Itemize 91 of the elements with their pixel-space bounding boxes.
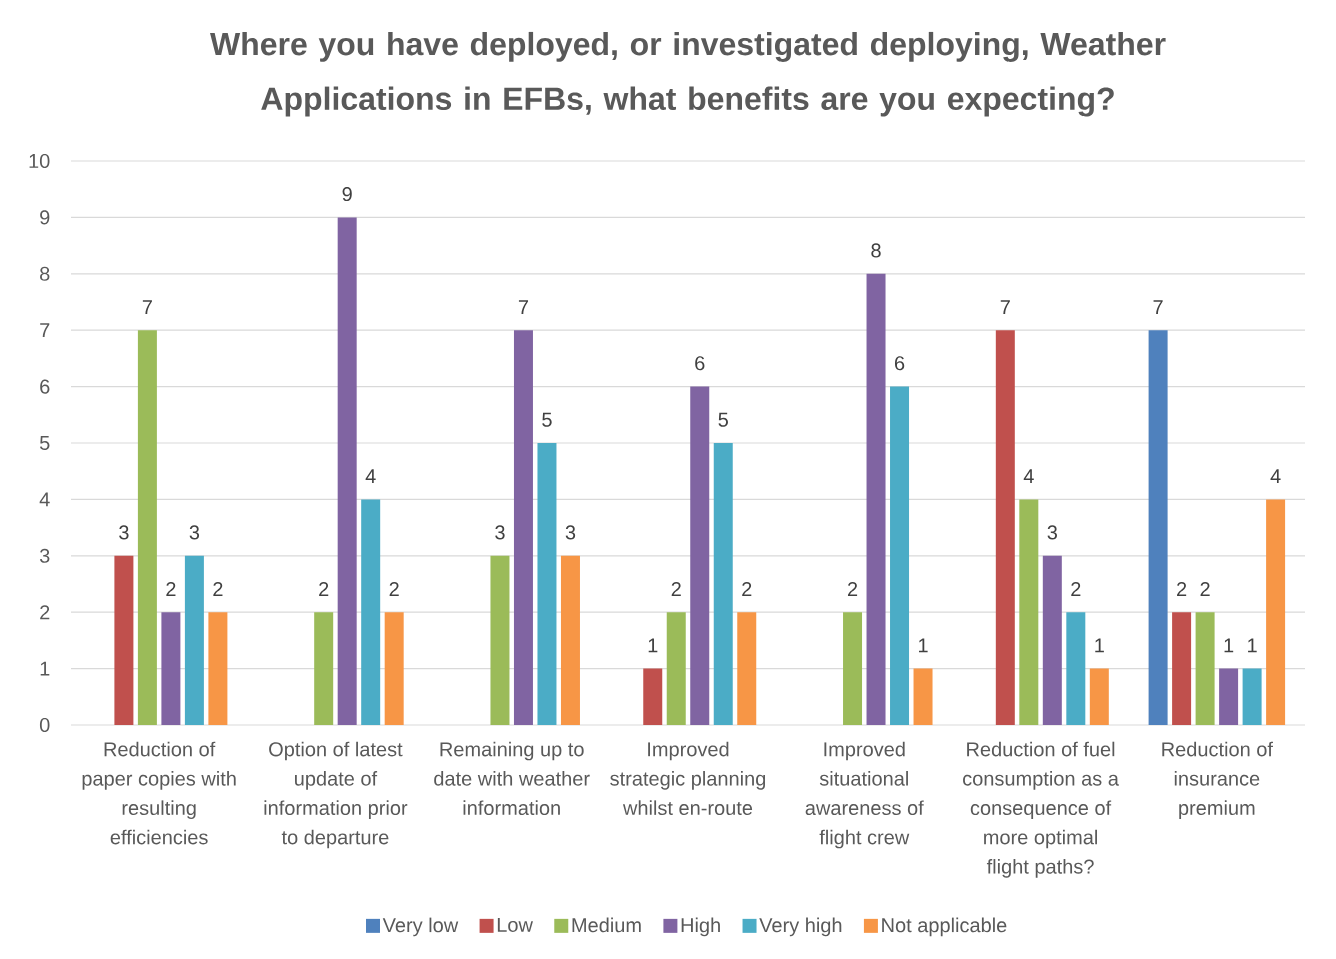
- bar: [913, 668, 933, 725]
- bar: [866, 273, 886, 725]
- bar: [995, 330, 1015, 725]
- data-label: 5: [718, 412, 728, 427]
- y-tick-label: 9: [40, 210, 50, 225]
- bar: [1172, 612, 1192, 725]
- bar: [843, 612, 863, 725]
- legend-label: Very low: [382, 917, 459, 937]
- y-tick-label: 2: [40, 605, 50, 620]
- data-label: 8: [871, 243, 881, 258]
- data-label: 2: [1071, 581, 1081, 596]
- data-label: 2: [319, 581, 329, 596]
- data-label: 2: [213, 581, 223, 596]
- legend-label: Very high: [759, 917, 842, 937]
- bar: [713, 442, 733, 725]
- bar: [1019, 499, 1039, 725]
- y-tick-label: 5: [39, 436, 50, 450]
- legend-label: Not applicable: [882, 917, 1007, 937]
- y-tick-label: 0: [39, 717, 50, 733]
- data-label: 2: [1200, 581, 1210, 596]
- bar: [208, 612, 228, 725]
- bar: [337, 217, 357, 725]
- legend-label: Medium: [572, 917, 641, 933]
- chart-title: Where you have deployed, or investigated deploying, Weather Applications in EFBs, what benefits are you expecting?: [210, 31, 1166, 117]
- data-label: 3: [565, 525, 576, 540]
- x-tick-label: Reduction of insurance premium: [1162, 741, 1273, 819]
- data-label: 2: [742, 581, 752, 596]
- y-tick-label: 6: [40, 379, 50, 394]
- bar: [161, 612, 181, 725]
- y-tick-label: 8: [40, 266, 50, 281]
- data-label: 1: [1095, 638, 1104, 653]
- data-label: 2: [1177, 581, 1187, 596]
- bar: [114, 555, 134, 725]
- x-tick-label: Reduction of fuel consumption as a consequence of more optimal flight paths?: [963, 741, 1119, 878]
- bar: [1242, 668, 1262, 725]
- bar: [537, 442, 557, 725]
- bar: [184, 555, 204, 725]
- data-label: 7: [518, 300, 529, 314]
- data-label: 1: [648, 638, 658, 653]
- bar: [1042, 555, 1062, 725]
- bar: [1195, 612, 1215, 725]
- data-label: 4: [1023, 469, 1034, 484]
- legend-label: High: [681, 917, 720, 937]
- data-label: 3: [189, 525, 200, 540]
- bar: [513, 330, 533, 725]
- data-label: 4: [365, 469, 376, 484]
- y-tick-label: 1: [40, 661, 50, 676]
- data-label: 2: [389, 581, 399, 596]
- data-label: 3: [495, 525, 505, 540]
- bar: [490, 555, 510, 725]
- data-label: 7: [1000, 300, 1010, 314]
- y-tick-label: 7: [40, 323, 50, 338]
- bar: [666, 612, 686, 725]
- data-label: 7: [142, 300, 152, 314]
- bar: [890, 386, 910, 725]
- bar: [560, 555, 580, 725]
- bar: [361, 499, 381, 725]
- data-label: 6: [695, 356, 705, 371]
- data-label: 2: [166, 581, 176, 596]
- bar: [384, 612, 404, 725]
- data-label: 2: [671, 581, 681, 596]
- bar: [314, 612, 334, 725]
- data-label: 2: [847, 581, 858, 596]
- bar: [690, 386, 710, 725]
- data-label: 3: [119, 525, 129, 540]
- data-label: 1: [1248, 638, 1257, 653]
- bar: [1066, 612, 1086, 725]
- y-tick-label: 10: [29, 153, 50, 169]
- y-tick-label: 4: [39, 492, 50, 507]
- x-tick-label: Option of latest update of information prior to departure: [264, 741, 408, 849]
- x-tick-label: Remaining up to date with weather information: [434, 741, 590, 816]
- data-label: 1: [1224, 638, 1234, 653]
- bar: [1148, 330, 1168, 725]
- data-label: 7: [1153, 300, 1163, 314]
- x-tick-label: Improved strategic planning whilst en-route: [610, 741, 766, 816]
- bar: [737, 612, 757, 725]
- x-tick-label: Improved situational awareness of flight crew: [805, 741, 924, 849]
- data-label: 1: [919, 638, 928, 653]
- bar: [137, 330, 157, 725]
- data-label: 6: [895, 356, 905, 371]
- bar: [1266, 499, 1286, 725]
- x-tick-label: Reduction of paper copies with resulting efficiencies: [82, 741, 236, 845]
- legend-label: Low: [497, 917, 533, 932]
- bar: [1219, 668, 1239, 725]
- data-label: 5: [542, 412, 552, 427]
- data-label: 3: [1047, 525, 1057, 540]
- y-tick-label: 3: [39, 548, 50, 563]
- data-label: 9: [342, 186, 352, 202]
- bar: [1089, 668, 1109, 725]
- data-label: 4: [1270, 469, 1281, 484]
- bar: [643, 668, 663, 725]
